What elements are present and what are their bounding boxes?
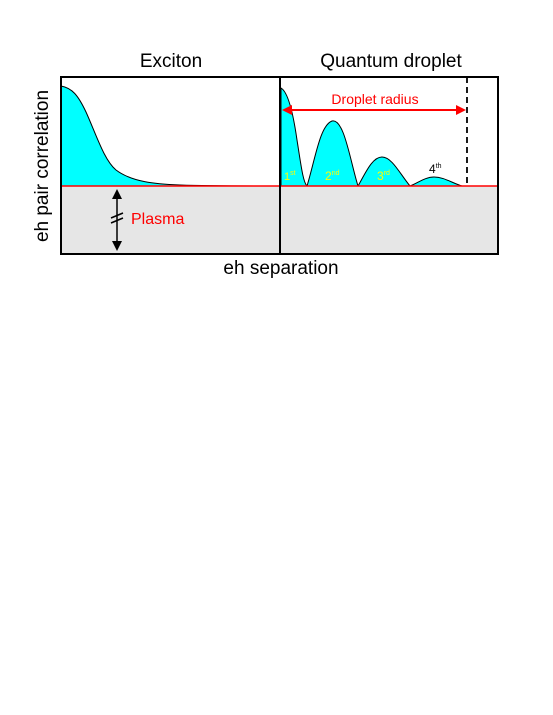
break-mark-1 [110, 212, 124, 219]
exciton-curve [60, 85, 281, 187]
peak-label-1: 1st [284, 170, 296, 183]
plasma-label: Plasma [131, 211, 184, 228]
peak-label-3: 3rd [377, 169, 390, 183]
droplet-peak-2 [306, 120, 359, 187]
quantum-droplet-title: Quantum droplet [320, 51, 462, 72]
droplet-radius-label: Droplet radius [331, 91, 418, 107]
droplet-peak-4 [409, 176, 463, 187]
peak-label-4: 4th [429, 162, 442, 176]
break-mark-2 [110, 217, 124, 224]
y-axis-label: eh pair correlation [32, 90, 53, 242]
peak-label-2: 2nd [325, 169, 340, 183]
droplet-peak-3 [357, 156, 412, 187]
exciton-title: Exciton [140, 51, 202, 72]
x-axis-label: eh separation [223, 258, 338, 279]
